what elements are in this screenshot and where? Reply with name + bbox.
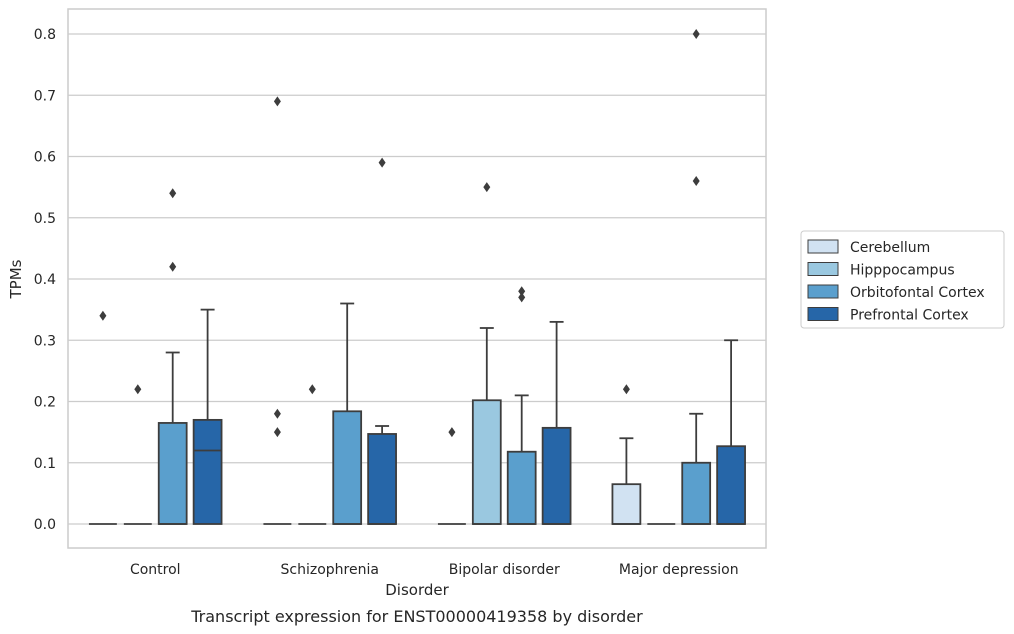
y-tick-label: 0.8 bbox=[34, 27, 56, 43]
y-tick-label: 0.4 bbox=[34, 272, 56, 288]
box-orbitofontal-cortex bbox=[157, 188, 188, 525]
y-axis-label: TPMs bbox=[7, 259, 25, 299]
box-body bbox=[681, 461, 712, 525]
box-body bbox=[471, 399, 502, 525]
category-group bbox=[611, 29, 746, 525]
y-tick-label: 0.7 bbox=[34, 88, 56, 104]
plot-frame bbox=[67, 8, 767, 549]
outlier-point bbox=[273, 427, 281, 438]
outlier-point bbox=[134, 384, 142, 395]
x-tick-label: Control bbox=[130, 562, 181, 578]
x-axis-label: Disorder bbox=[385, 581, 449, 599]
outlier-point bbox=[692, 176, 700, 186]
x-tick-label: Major depression bbox=[619, 562, 739, 578]
x-tick-label: Schizophrenia bbox=[281, 562, 379, 578]
outlier-point bbox=[99, 310, 107, 321]
box-orbitofontal-cortex bbox=[332, 302, 363, 525]
outlier-point bbox=[622, 384, 630, 395]
box-cerebellum bbox=[437, 427, 466, 525]
legend-item: Prefrontal Cortex bbox=[807, 307, 969, 324]
legend-label: Orbitofontal Cortex bbox=[850, 285, 985, 301]
box-cerebellum bbox=[611, 384, 642, 525]
legend-label: Prefrontal Cortex bbox=[850, 308, 969, 324]
outlier-point bbox=[308, 384, 316, 395]
box-hipppocampus bbox=[123, 384, 152, 525]
legend-item: Hipppocampus bbox=[807, 262, 955, 279]
box-prefrontal-cortex bbox=[541, 320, 572, 525]
y-tick-label: 0.2 bbox=[34, 395, 56, 411]
outlier-point bbox=[378, 157, 386, 168]
category-group bbox=[263, 96, 397, 525]
box-cerebellum bbox=[88, 310, 117, 525]
outlier-point bbox=[273, 96, 281, 107]
legend-swatch bbox=[807, 307, 839, 321]
legend-label: Cerebellum bbox=[850, 240, 930, 256]
box-prefrontal-cortex bbox=[716, 339, 746, 525]
box-body bbox=[506, 450, 537, 525]
legend-swatch bbox=[807, 262, 839, 276]
outlier-point bbox=[448, 427, 456, 438]
box-hipppocampus bbox=[471, 182, 502, 525]
y-tick-label: 0.6 bbox=[34, 150, 56, 166]
legend-item: Orbitofontal Cortex bbox=[807, 284, 985, 301]
box-body bbox=[157, 422, 188, 525]
y-tick-labels: 0.0 0.1 0.2 0.3 0.4 0.5 0.6 0.7 0.8 bbox=[34, 27, 56, 533]
y-tick-label: 0.1 bbox=[34, 456, 56, 472]
legend-frame bbox=[800, 230, 1005, 329]
category-group bbox=[88, 188, 223, 525]
outlier-point bbox=[273, 408, 281, 419]
box-body bbox=[332, 410, 363, 525]
box-hipppocampus bbox=[298, 384, 327, 525]
legend-swatch bbox=[807, 239, 839, 254]
outlier-point bbox=[692, 29, 700, 39]
outlier-point bbox=[518, 292, 526, 303]
y-tick-label: 0.3 bbox=[34, 333, 56, 349]
box-body bbox=[367, 433, 397, 525]
outlier-point bbox=[169, 188, 177, 199]
x-tick-label: Bipolar disorder bbox=[449, 562, 560, 578]
box-orbitofontal-cortex bbox=[681, 29, 712, 525]
legend: Cerebellum Hipppocampus Orbitofontal Corte… bbox=[800, 230, 1005, 329]
legend-swatch bbox=[807, 284, 839, 299]
box-body bbox=[541, 426, 572, 525]
box-cerebellum bbox=[263, 96, 292, 525]
y-tick-label: 0.0 bbox=[34, 517, 56, 533]
legend-item: Cerebellum bbox=[807, 239, 930, 256]
outlier-point bbox=[483, 182, 491, 193]
box-orbitofontal-cortex bbox=[506, 286, 537, 525]
chart-caption: Transcript expression for ENST0000041935… bbox=[190, 607, 643, 626]
box-prefrontal-cortex bbox=[192, 308, 223, 525]
category-group bbox=[437, 182, 572, 525]
box-body bbox=[611, 483, 642, 525]
box-body bbox=[192, 418, 223, 525]
legend-label: Hipppocampus bbox=[850, 263, 955, 279]
y-tick-label: 0.5 bbox=[34, 211, 56, 227]
outlier-point bbox=[169, 261, 177, 272]
outlier-point bbox=[518, 286, 526, 297]
box-prefrontal-cortex bbox=[367, 157, 397, 525]
box-body bbox=[716, 445, 746, 525]
box-groups bbox=[88, 29, 746, 525]
x-tick-labels: Control Schizophrenia Bipolar disorder Majo… bbox=[130, 562, 739, 578]
